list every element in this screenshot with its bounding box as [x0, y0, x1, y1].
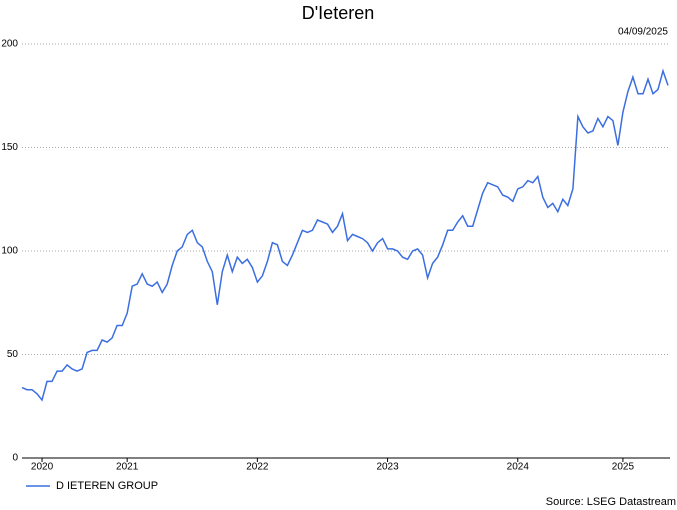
y-tick-label: 150: [1, 142, 18, 153]
x-tick-label: 2020: [31, 462, 54, 473]
x-tick-label: 2021: [116, 462, 139, 473]
line: [21, 68, 669, 402]
x-tick-label: 2023: [376, 462, 399, 473]
y-tick-label: 0: [12, 453, 18, 464]
x-tick-label: 2025: [612, 462, 635, 473]
chart-title: D'Ieteren: [302, 3, 374, 23]
legend-label: D IETEREN GROUP: [56, 480, 158, 492]
y-tick-label: 200: [1, 39, 18, 50]
y-tick-label: 50: [7, 349, 19, 360]
source: Source: LSEG Datastream: [546, 496, 676, 508]
y-tick-label: 100: [1, 246, 18, 257]
x-tick-label: 2024: [507, 462, 530, 473]
chart-date: 04/09/2025: [618, 27, 668, 38]
x-tick-label: 2022: [246, 462, 269, 473]
